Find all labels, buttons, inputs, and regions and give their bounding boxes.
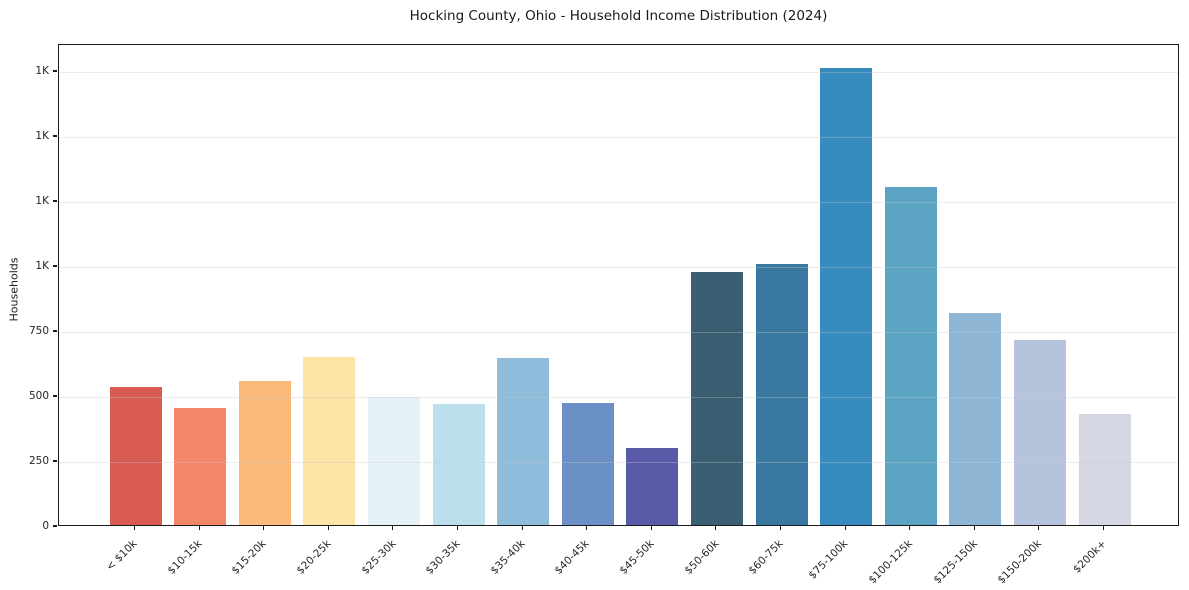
x-tick-mark	[1038, 526, 1040, 530]
x-tick-mark	[844, 526, 846, 530]
bar	[561, 402, 614, 525]
bar	[303, 357, 356, 525]
gridline	[59, 201, 1178, 203]
gridline	[59, 136, 1178, 138]
x-tick-mark	[909, 526, 911, 530]
chart-title: Hocking County, Ohio - Household Income …	[409, 8, 828, 24]
bar	[497, 357, 550, 525]
x-tick-mark	[456, 526, 459, 530]
x-tick-mark	[973, 526, 975, 530]
gridline	[59, 331, 1178, 333]
bar	[755, 263, 808, 525]
bar	[949, 313, 1002, 525]
bar	[238, 380, 291, 525]
y-tick-mark	[53, 395, 57, 397]
x-tick-mark	[263, 526, 265, 530]
x-tick-mark	[198, 526, 200, 530]
y-tick-label: 250	[28, 454, 49, 467]
gridline	[59, 266, 1178, 268]
y-tick-mark	[53, 200, 57, 202]
y-tick-label: 0	[42, 519, 49, 532]
x-tick-mark	[327, 526, 329, 530]
gridline	[59, 461, 1178, 463]
y-tick-label: 1K	[35, 64, 49, 77]
y-tick-mark	[53, 460, 57, 462]
gridline	[59, 71, 1178, 73]
x-tick-mark	[392, 526, 394, 530]
bar	[690, 271, 743, 525]
bar	[1078, 414, 1131, 525]
y-tick-label: 1K	[35, 194, 49, 207]
bar	[820, 67, 873, 525]
y-tick-label: 1K	[35, 259, 49, 272]
y-tick-mark	[53, 265, 57, 267]
bar	[174, 407, 227, 525]
bar	[884, 186, 937, 525]
y-tick-mark	[53, 525, 57, 527]
y-tick-mark	[53, 70, 57, 72]
gridline	[59, 396, 1178, 398]
bar	[432, 403, 485, 525]
bar	[1013, 340, 1066, 525]
bar	[109, 386, 162, 525]
x-tick-mark	[650, 526, 652, 530]
x-tick-label: $200k+	[1070, 537, 1109, 576]
x-tick-mark	[521, 526, 523, 530]
x-tick-mark	[586, 526, 588, 530]
y-tick-label: 500	[28, 389, 49, 402]
bar	[626, 447, 679, 525]
y-tick-label: 750	[28, 324, 49, 337]
y-tick-mark	[53, 330, 57, 332]
x-tick-mark	[715, 526, 717, 530]
y-tick-mark	[53, 135, 57, 137]
y-tick-label: 1K	[35, 129, 49, 142]
x-tick-mark	[779, 526, 782, 530]
plot-area	[58, 44, 1179, 526]
x-tick-mark	[133, 526, 136, 530]
bar	[367, 397, 420, 525]
x-tick-mark	[1102, 526, 1105, 530]
